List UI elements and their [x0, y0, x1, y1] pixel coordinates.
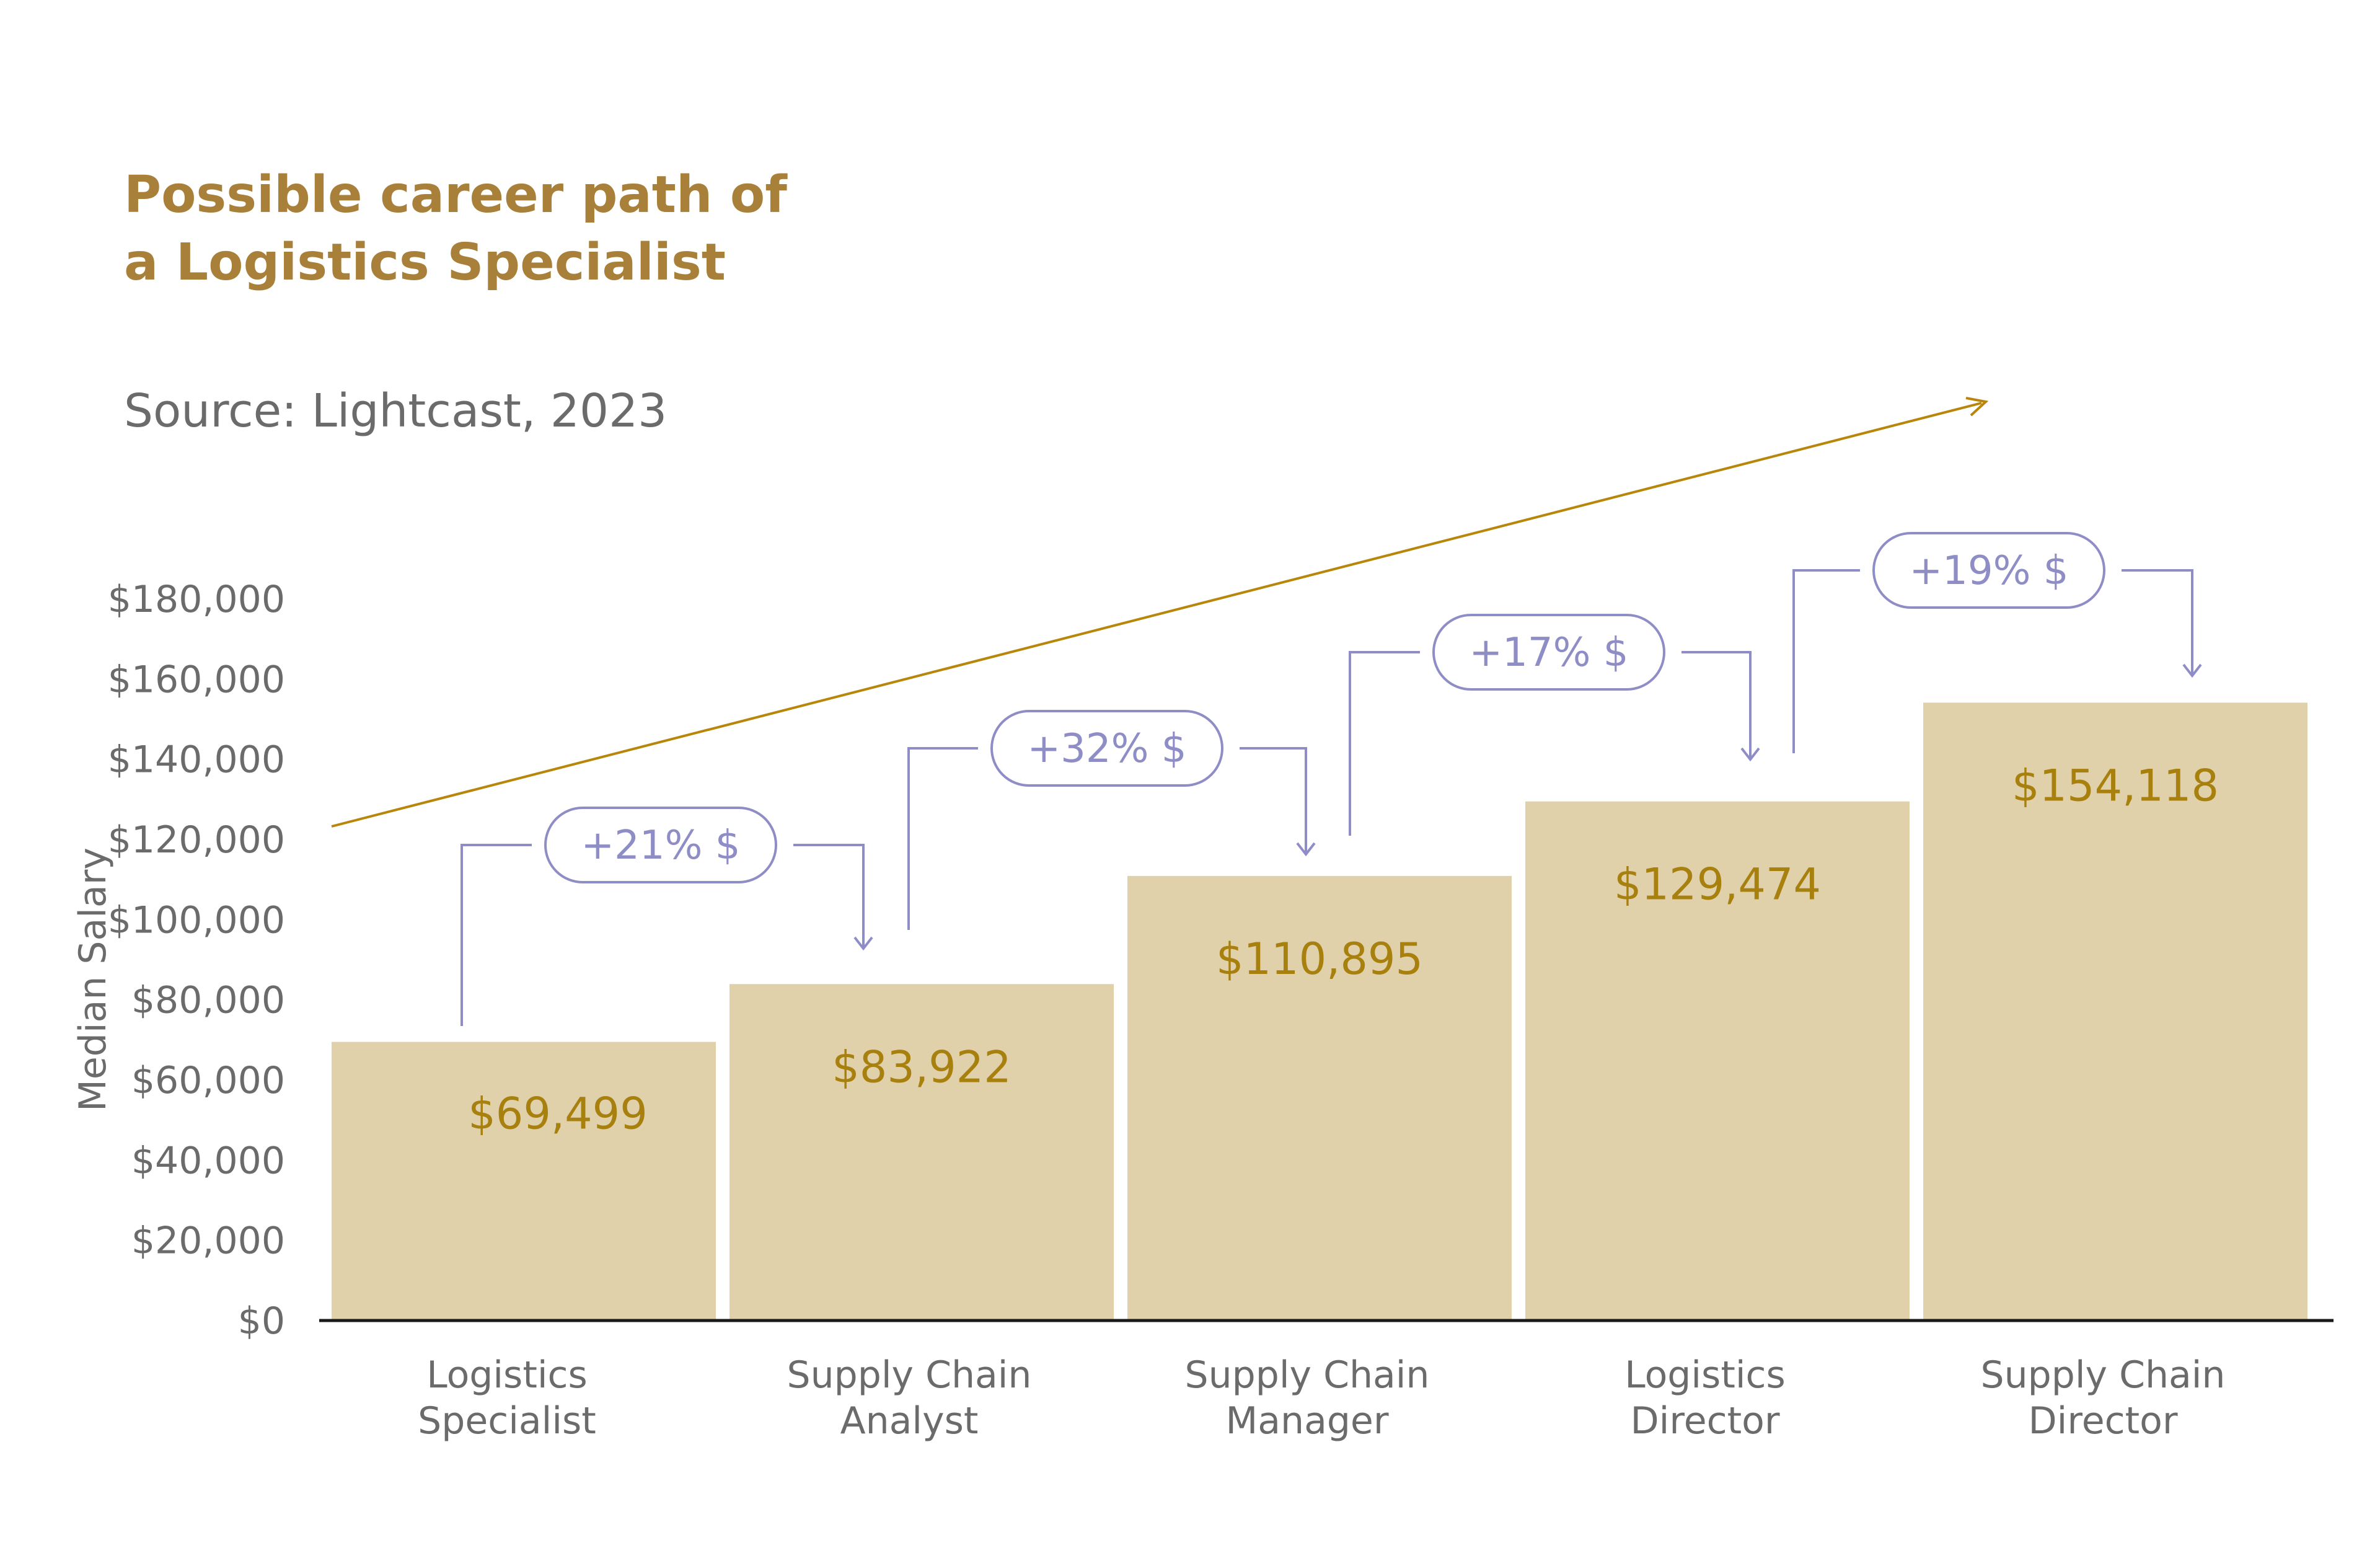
annotation-arrow-head [853, 936, 873, 951]
chart-title-line-1: Possible career path of [124, 166, 788, 224]
trend-arrow-head [1965, 397, 1989, 417]
annotation-arrow-head [1296, 842, 1316, 857]
increase-label: +32% $ [1028, 726, 1187, 772]
increase-annotation: +17% $ [1349, 614, 1760, 836]
annotation-bracket-right [1240, 747, 1307, 854]
trend-arrow-group [331, 397, 1989, 828]
category-label: Supply Chain [787, 1353, 1032, 1397]
increase-annotation: +19% $ [1792, 532, 2202, 753]
bar-value-label: $83,922 [832, 1042, 1011, 1092]
category-label: Director [2028, 1399, 2177, 1443]
bar [1127, 875, 1512, 1321]
bars-group: $69,499 $83,922 $110,895 $129,474 $154,118 [332, 702, 2307, 1321]
increase-pill [990, 710, 1223, 787]
annotation-bracket-left [907, 747, 978, 930]
increase-annotation: +32% $ [907, 710, 1316, 930]
category-label: Logistics [426, 1353, 588, 1397]
annotation-bracket-left [1349, 651, 1420, 836]
bar [332, 1042, 716, 1321]
y-tick-label: $20,000 [131, 1219, 285, 1263]
increase-label: +17% $ [1470, 630, 1629, 676]
category-label: Manager [1226, 1399, 1389, 1443]
y-tick-label: $140,000 [108, 738, 285, 782]
annotation-bracket-right [2122, 569, 2193, 676]
increase-annotations: +21% $ +32% $ +17% $ +19% $ [461, 532, 2202, 1026]
trend-arrow-line [331, 402, 1982, 828]
chart-title-line-2: a Logistics Specialist [124, 233, 726, 292]
y-tick-label: $180,000 [108, 578, 285, 621]
y-tick-label: $0 [238, 1299, 285, 1343]
increase-pill [1872, 532, 2105, 609]
bar-value-label: $129,474 [1614, 859, 1821, 910]
bar-value-label: $69,499 [468, 1089, 647, 1139]
bar-value-label: $154,118 [2012, 760, 2219, 811]
annotation-bracket-left [461, 844, 532, 1026]
increase-pill [1432, 614, 1665, 691]
annotation-arrow-head [2182, 663, 2202, 678]
increase-pill [544, 807, 777, 883]
y-tick-label: $160,000 [108, 658, 285, 701]
bar [1923, 702, 2307, 1321]
y-tick-label: $80,000 [131, 979, 285, 1022]
y-axis-ticks: $0 $20,000 $40,000 $60,000 $80,000 $100,000 $1… [108, 578, 285, 1343]
category-label: Specialist [418, 1399, 596, 1443]
category-label: Analyst [840, 1399, 979, 1443]
category-label: Supply Chain [1981, 1353, 2226, 1397]
increase-label: +21% $ [581, 823, 741, 869]
bar [729, 984, 1114, 1321]
annotation-arrow-head [1740, 747, 1760, 762]
category-label: Logistics [1624, 1353, 1786, 1397]
annotation-bracket-right [1681, 651, 1752, 759]
y-axis-label: Median Salary [71, 847, 115, 1112]
annotation-bracket-left [1792, 569, 1860, 753]
y-tick-label: $40,000 [131, 1139, 285, 1182]
y-tick-label: $120,000 [108, 818, 285, 862]
annotation-bracket-right [793, 844, 865, 949]
bar-value-label: $110,895 [1216, 934, 1423, 984]
y-tick-label: $100,000 [108, 898, 285, 942]
category-label: Supply Chain [1185, 1353, 1430, 1397]
category-label: Director [1630, 1399, 1779, 1443]
bar [1525, 801, 1910, 1321]
chart-source: Source: Lightcast, 2023 [124, 384, 667, 438]
increase-annotation: +21% $ [461, 807, 873, 1026]
y-tick-label: $60,000 [131, 1059, 285, 1102]
increase-label: +19% $ [1910, 548, 2069, 594]
